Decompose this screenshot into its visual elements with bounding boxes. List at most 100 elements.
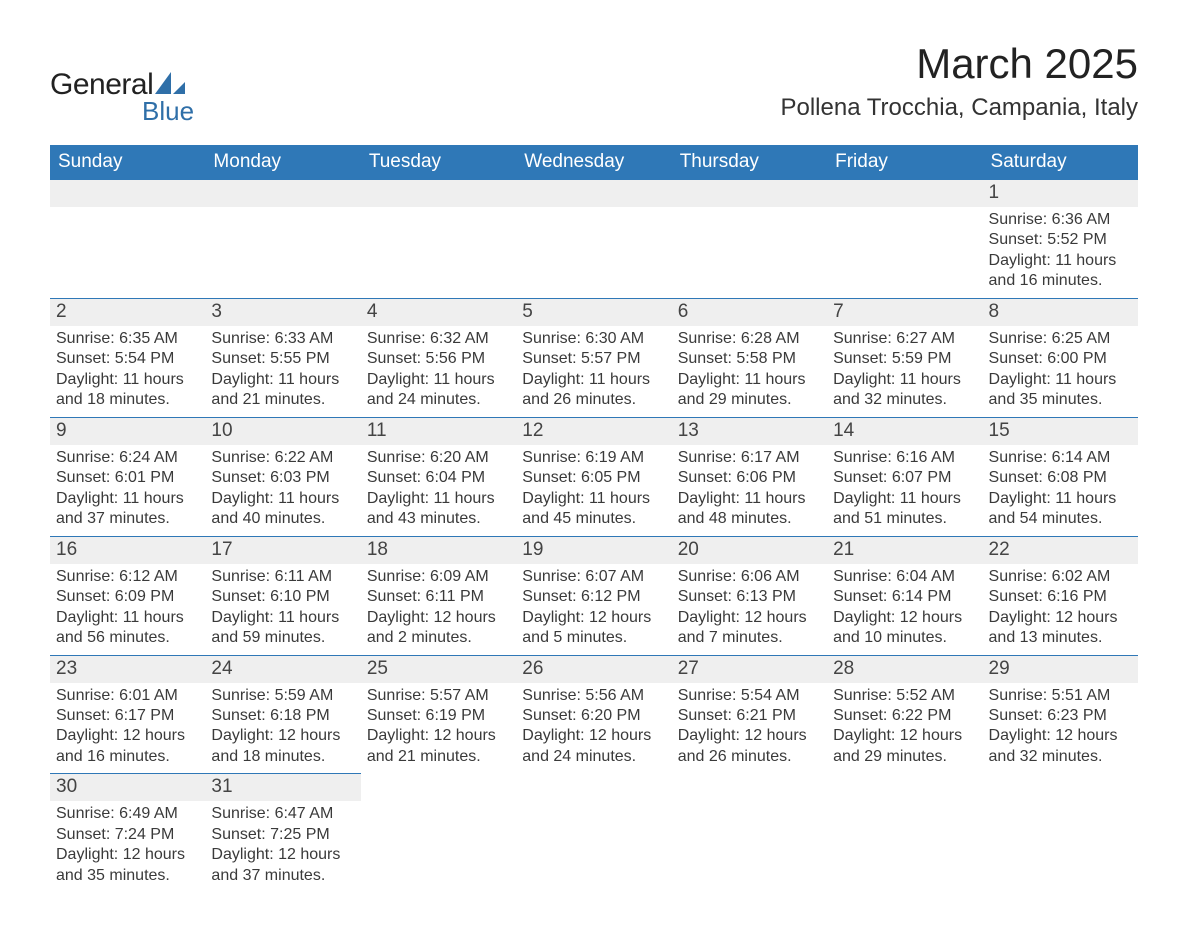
brand-name-b: Blue	[142, 96, 194, 127]
daylight-line: Daylight: 12 hours and 29 minutes.	[833, 726, 976, 767]
sunrise-line: Sunrise: 6:33 AM	[211, 329, 354, 349]
day-details	[516, 207, 671, 227]
sunset-line: Sunset: 6:00 PM	[989, 349, 1132, 369]
sunrise-line: Sunrise: 6:06 AM	[678, 567, 821, 587]
day-details: Sunrise: 6:27 AMSunset: 5:59 PMDaylight:…	[827, 326, 982, 417]
calendar-cell: 8Sunrise: 6:25 AMSunset: 6:00 PMDaylight…	[983, 298, 1138, 417]
daylight-line: Daylight: 12 hours and 16 minutes.	[56, 726, 199, 767]
day-details: Sunrise: 5:56 AMSunset: 6:20 PMDaylight:…	[516, 683, 671, 774]
sunrise-line: Sunrise: 6:30 AM	[522, 329, 665, 349]
sunrise-line: Sunrise: 6:25 AM	[989, 329, 1132, 349]
day-number: 4	[361, 299, 516, 326]
day-number: 21	[827, 537, 982, 564]
sunset-line: Sunset: 6:03 PM	[211, 468, 354, 488]
day-details: Sunrise: 5:54 AMSunset: 6:21 PMDaylight:…	[672, 683, 827, 774]
day-number: 11	[361, 418, 516, 445]
sunrise-line: Sunrise: 6:36 AM	[989, 210, 1132, 230]
sunset-line: Sunset: 5:56 PM	[367, 349, 510, 369]
day-details	[983, 774, 1138, 794]
day-details: Sunrise: 6:32 AMSunset: 5:56 PMDaylight:…	[361, 326, 516, 417]
day-details	[672, 207, 827, 227]
day-number: 31	[205, 774, 360, 801]
brand-logo: General Blue	[50, 40, 194, 127]
sunset-line: Sunset: 6:11 PM	[367, 587, 510, 607]
sunset-line: Sunset: 6:08 PM	[989, 468, 1132, 488]
day-details: Sunrise: 6:30 AMSunset: 5:57 PMDaylight:…	[516, 326, 671, 417]
header: General Blue March 2025 Pollena Trocchia…	[50, 40, 1138, 127]
weekday-header: Wednesday	[516, 145, 671, 180]
sunset-line: Sunset: 6:01 PM	[56, 468, 199, 488]
calendar-cell	[672, 774, 827, 892]
day-number: 23	[50, 656, 205, 683]
sunset-line: Sunset: 6:10 PM	[211, 587, 354, 607]
calendar-cell	[827, 180, 982, 298]
calendar-week-row: 2Sunrise: 6:35 AMSunset: 5:54 PMDaylight…	[50, 298, 1138, 417]
sunrise-line: Sunrise: 6:01 AM	[56, 686, 199, 706]
sunset-line: Sunset: 6:07 PM	[833, 468, 976, 488]
calendar-week-row: 23Sunrise: 6:01 AMSunset: 6:17 PMDayligh…	[50, 655, 1138, 774]
daylight-line: Daylight: 12 hours and 7 minutes.	[678, 608, 821, 649]
sunset-line: Sunset: 6:19 PM	[367, 706, 510, 726]
sunrise-line: Sunrise: 5:52 AM	[833, 686, 976, 706]
daylight-line: Daylight: 11 hours and 16 minutes.	[989, 251, 1132, 292]
day-number: 6	[672, 299, 827, 326]
sunset-line: Sunset: 7:25 PM	[211, 825, 354, 845]
daylight-line: Daylight: 11 hours and 35 minutes.	[989, 370, 1132, 411]
daylight-line: Daylight: 11 hours and 29 minutes.	[678, 370, 821, 411]
calendar-cell: 7Sunrise: 6:27 AMSunset: 5:59 PMDaylight…	[827, 298, 982, 417]
day-number: 25	[361, 656, 516, 683]
calendar-cell: 27Sunrise: 5:54 AMSunset: 6:21 PMDayligh…	[672, 655, 827, 774]
calendar-cell: 28Sunrise: 5:52 AMSunset: 6:22 PMDayligh…	[827, 655, 982, 774]
day-number	[50, 180, 205, 207]
calendar-cell: 22Sunrise: 6:02 AMSunset: 6:16 PMDayligh…	[983, 536, 1138, 655]
day-number: 15	[983, 418, 1138, 445]
sunrise-line: Sunrise: 5:59 AM	[211, 686, 354, 706]
day-details: Sunrise: 6:09 AMSunset: 6:11 PMDaylight:…	[361, 564, 516, 655]
day-number	[516, 180, 671, 207]
sunset-line: Sunset: 6:17 PM	[56, 706, 199, 726]
sunset-line: Sunset: 5:55 PM	[211, 349, 354, 369]
day-number: 17	[205, 537, 360, 564]
sunrise-line: Sunrise: 6:19 AM	[522, 448, 665, 468]
weekday-header: Thursday	[672, 145, 827, 180]
sunrise-line: Sunrise: 6:09 AM	[367, 567, 510, 587]
daylight-line: Daylight: 11 hours and 24 minutes.	[367, 370, 510, 411]
daylight-line: Daylight: 11 hours and 51 minutes.	[833, 489, 976, 530]
calendar-cell	[50, 180, 205, 298]
sunrise-line: Sunrise: 6:47 AM	[211, 804, 354, 824]
day-details: Sunrise: 6:01 AMSunset: 6:17 PMDaylight:…	[50, 683, 205, 774]
sunset-line: Sunset: 6:12 PM	[522, 587, 665, 607]
daylight-line: Daylight: 11 hours and 18 minutes.	[56, 370, 199, 411]
day-details	[50, 207, 205, 227]
sunrise-line: Sunrise: 6:22 AM	[211, 448, 354, 468]
sunrise-line: Sunrise: 5:57 AM	[367, 686, 510, 706]
daylight-line: Daylight: 12 hours and 32 minutes.	[989, 726, 1132, 767]
sunset-line: Sunset: 6:23 PM	[989, 706, 1132, 726]
weekday-header: Sunday	[50, 145, 205, 180]
day-details	[205, 207, 360, 227]
day-details	[516, 774, 671, 794]
day-details: Sunrise: 6:35 AMSunset: 5:54 PMDaylight:…	[50, 326, 205, 417]
calendar-week-row: 30Sunrise: 6:49 AMSunset: 7:24 PMDayligh…	[50, 774, 1138, 892]
calendar-cell: 30Sunrise: 6:49 AMSunset: 7:24 PMDayligh…	[50, 774, 205, 892]
sunset-line: Sunset: 6:09 PM	[56, 587, 199, 607]
day-number: 30	[50, 774, 205, 801]
calendar-cell: 29Sunrise: 5:51 AMSunset: 6:23 PMDayligh…	[983, 655, 1138, 774]
day-number: 12	[516, 418, 671, 445]
sunrise-line: Sunrise: 5:54 AM	[678, 686, 821, 706]
day-number: 7	[827, 299, 982, 326]
sunset-line: Sunset: 6:05 PM	[522, 468, 665, 488]
daylight-line: Daylight: 11 hours and 43 minutes.	[367, 489, 510, 530]
sunset-line: Sunset: 5:59 PM	[833, 349, 976, 369]
calendar-cell: 3Sunrise: 6:33 AMSunset: 5:55 PMDaylight…	[205, 298, 360, 417]
sunset-line: Sunset: 6:20 PM	[522, 706, 665, 726]
month-title: March 2025	[780, 40, 1138, 88]
day-details: Sunrise: 6:12 AMSunset: 6:09 PMDaylight:…	[50, 564, 205, 655]
day-details: Sunrise: 6:22 AMSunset: 6:03 PMDaylight:…	[205, 445, 360, 536]
day-details: Sunrise: 6:11 AMSunset: 6:10 PMDaylight:…	[205, 564, 360, 655]
daylight-line: Daylight: 11 hours and 54 minutes.	[989, 489, 1132, 530]
day-details	[361, 207, 516, 227]
sunset-line: Sunset: 6:18 PM	[211, 706, 354, 726]
sunset-line: Sunset: 6:14 PM	[833, 587, 976, 607]
day-details: Sunrise: 6:04 AMSunset: 6:14 PMDaylight:…	[827, 564, 982, 655]
